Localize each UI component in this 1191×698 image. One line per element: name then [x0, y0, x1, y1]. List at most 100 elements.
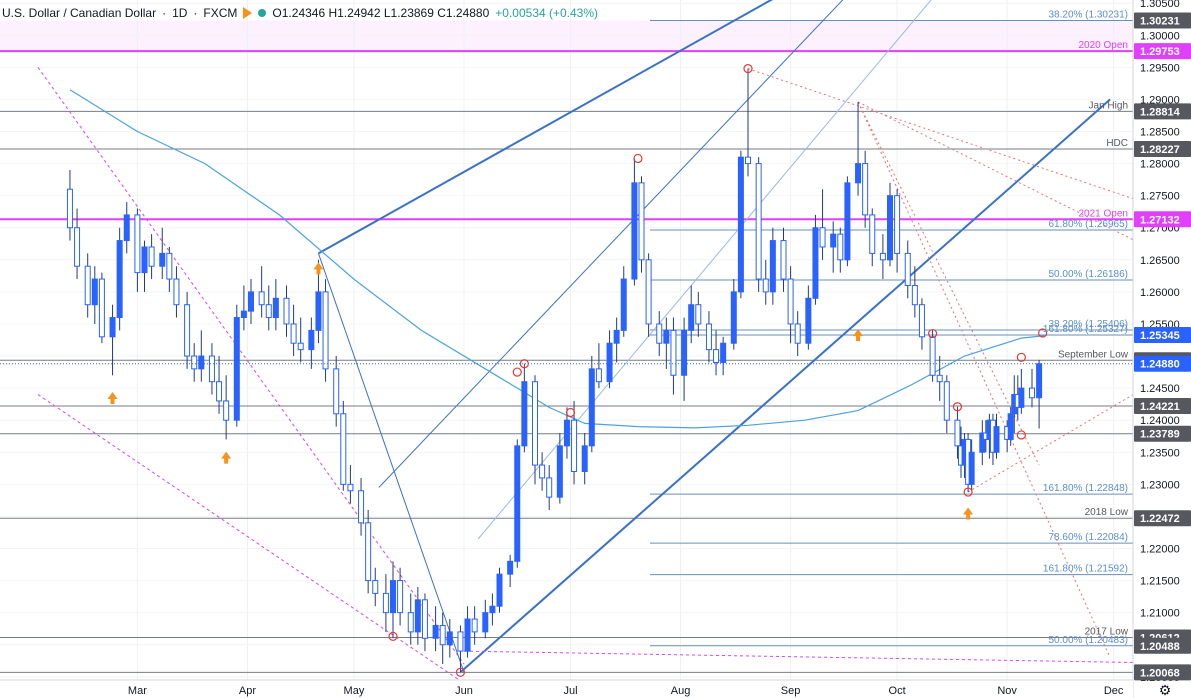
candle-body: [365, 522, 372, 582]
candle-body: [713, 349, 720, 363]
pivot-circle: [1016, 352, 1026, 362]
pivot-circle: [927, 328, 938, 339]
candle: [894, 189, 901, 273]
candle-body: [397, 580, 404, 614]
candle-body: [1029, 387, 1035, 399]
pivot-circle: [952, 402, 963, 412]
candle: [713, 330, 720, 376]
candle-body: [887, 195, 893, 261]
candle: [787, 266, 794, 344]
candle: [432, 606, 439, 652]
price-tag-label: 1.27132: [1140, 214, 1180, 226]
candle-body: [720, 342, 727, 363]
candle-body: [297, 342, 304, 351]
candle-body: [166, 252, 173, 280]
candle-body: [954, 419, 961, 447]
candle: [830, 221, 837, 273]
candle-body: [1018, 387, 1025, 408]
candle-body: [116, 240, 123, 319]
candle-body: [546, 477, 553, 498]
candle: [91, 266, 98, 324]
candle: [993, 413, 1000, 459]
candle: [159, 227, 166, 280]
candle: [837, 227, 844, 273]
level-label: 2021 Open: [1079, 208, 1129, 219]
candle-body: [84, 265, 91, 306]
candle: [695, 291, 702, 337]
descending-channel-upper: [37, 67, 465, 665]
pivot-circle: [565, 407, 576, 418]
pivot-circle: [1016, 430, 1026, 440]
price-change: +0.00534 (+0.43%): [495, 6, 599, 20]
candle: [588, 356, 595, 453]
time-tick-label: Jun: [455, 685, 473, 697]
price-tag-label: 1.20488: [1140, 641, 1180, 653]
candle: [539, 452, 546, 491]
timeframe[interactable]: 1D: [172, 6, 188, 20]
candle: [233, 304, 240, 427]
pivot-circle: [633, 153, 643, 164]
flag-icon[interactable]: [243, 7, 253, 19]
level-label: 61.80% (1.26965): [1048, 219, 1128, 230]
time-tick-label: Dec: [1104, 685, 1124, 697]
candle-body: [390, 580, 396, 614]
price-tag-box: [1134, 103, 1191, 120]
candle-body: [421, 599, 428, 639]
current-price-box: [1134, 355, 1191, 372]
candle-body: [588, 368, 595, 447]
candle: [745, 68, 751, 177]
candle: [720, 336, 727, 376]
price-tag: 1.28814: [1134, 103, 1191, 120]
candle-body: [223, 400, 230, 421]
candle: [365, 510, 372, 594]
symbol-name[interactable]: U.S. Dollar / Canadian Dollar: [2, 6, 157, 20]
candle-body: [283, 297, 290, 325]
candle: [333, 356, 340, 427]
price-tick-label: 1.30000: [1140, 30, 1180, 42]
candle: [936, 356, 943, 401]
candle-body: [308, 329, 315, 351]
settings-gear-icon[interactable]: ⚙: [1158, 682, 1172, 698]
price-tag-label: 1.23789: [1140, 429, 1180, 441]
candle: [116, 227, 123, 331]
candle-body: [1007, 413, 1014, 440]
candle: [191, 343, 198, 382]
candle: [457, 625, 464, 673]
candle: [929, 330, 936, 382]
candle-body: [74, 227, 81, 267]
pitchfork-upper: [857, 101, 1191, 270]
candle-body: [322, 291, 329, 370]
candle: [464, 606, 471, 658]
price-tag-box: [1134, 664, 1191, 681]
candle-body: [968, 451, 975, 485]
level-label: 2018 Low: [1085, 507, 1129, 518]
candle: [216, 356, 223, 414]
candle: [819, 189, 826, 260]
candle: [663, 317, 670, 369]
candle: [862, 150, 869, 228]
candle: [581, 433, 588, 485]
price-tag-box: [1134, 425, 1191, 442]
candle-body: [333, 368, 340, 415]
candle-body: [894, 195, 901, 254]
candle-body: [532, 381, 538, 466]
price-tick-label: 1.28500: [1140, 127, 1180, 139]
candle-body: [216, 381, 223, 402]
time-tick-label: Aug: [671, 685, 691, 697]
candle: [563, 407, 570, 459]
candle-body: [844, 182, 851, 261]
candle: [322, 279, 329, 382]
candle-body: [855, 163, 862, 184]
candle-body: [265, 304, 272, 319]
trend-channel-inner: [477, 0, 932, 540]
candle: [705, 311, 712, 363]
candle-body: [248, 291, 254, 312]
level-label: HDC: [1106, 138, 1128, 149]
candle-body: [936, 374, 943, 383]
time-tick-label: Mar: [128, 685, 147, 697]
candle-body: [571, 419, 578, 473]
price-tick-label: 1.21000: [1140, 608, 1180, 620]
candle: [208, 343, 215, 395]
level-label: 2017 Low: [1085, 627, 1129, 638]
